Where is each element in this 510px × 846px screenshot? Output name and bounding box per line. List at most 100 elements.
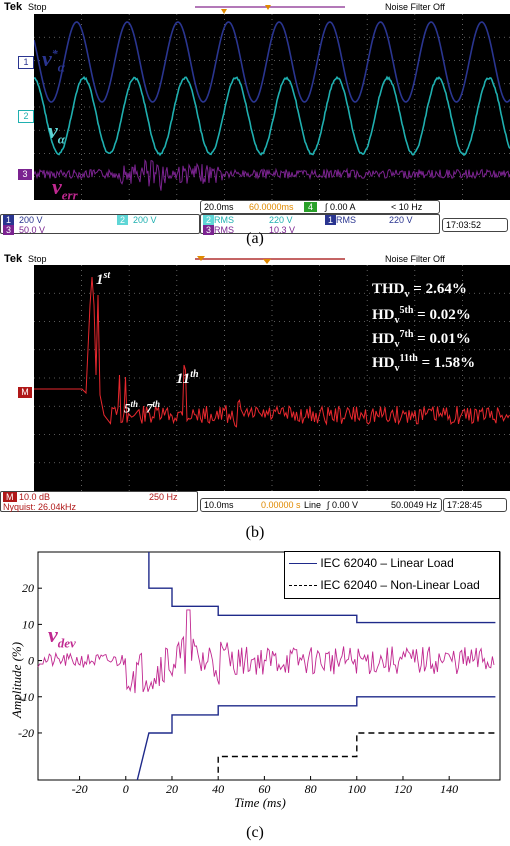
caption-a: (a) [246, 230, 264, 247]
scope-a-timebase: 20.0ms [204, 202, 234, 212]
scope-b-spectrum [34, 265, 510, 491]
scope-a-waveforms [34, 14, 510, 200]
scope-a-timebase-box: 20.0ms 60.0000ms 4 ∫ 0.00 A < 10 Hz [200, 200, 440, 214]
meas1-value: 220 V [269, 215, 293, 225]
label-v-alpha-star: v*α [42, 46, 65, 75]
math-marker: M [18, 387, 32, 398]
nyquist: Nyquist: 26.04kHz [3, 502, 77, 512]
label-v-err: verr [52, 174, 78, 203]
hd5-readout: HDv5th = 0.02% [372, 305, 471, 326]
scope-a-time: 17:03:52 [446, 220, 482, 230]
scope-panel-b: Tek Stop Noise Filter Off 1st 5th 7th 11… [0, 252, 510, 512]
legend-item-nonlinear: IEC 62040 – Non-Linear Load [289, 578, 480, 592]
x-tick-label: 40 [212, 782, 224, 796]
scope-b-trigger-src: Line [304, 500, 322, 510]
limit-line-linear-0 [148, 552, 496, 624]
meas2-label: RMS [336, 215, 356, 225]
legend-solid-swatch [289, 563, 317, 565]
meas1-tag: 2 [203, 215, 215, 225]
m-scale: 10.0 dB [19, 492, 51, 502]
meas3-value: 10.3 V [269, 225, 296, 235]
scope-b-noise-filter: Noise Filter Off [385, 254, 445, 264]
scope-a-state: Stop [28, 2, 47, 12]
scope-a-display: v*α vα verr [34, 14, 510, 203]
caption-c: (c) [246, 824, 264, 841]
meas3-tag: 3 [203, 225, 215, 235]
y-tick-label: -20 [18, 726, 34, 740]
meas1-label: RMS [214, 215, 234, 225]
x-tick-label: 80 [305, 782, 317, 796]
ch1-marker: 1 [18, 56, 34, 69]
x-tick-label: 60 [258, 782, 270, 796]
scope-b-clock-box: 17:28:45 [443, 498, 507, 512]
scope-a-measure-box: 2 RMS 220 V 1 RMS 220 V 3 RMS 10.3 V [200, 214, 440, 235]
scope-a-trigger-ch: 4 [304, 202, 318, 212]
hd7-readout: HDv7th = 0.01% [372, 329, 471, 350]
chart-panel-c: -20 0 20 40 60 80 100 120 140 20 10 0 -10 -20 Amplitu… [0, 544, 510, 824]
y-tick-label: 10 [22, 617, 34, 631]
scope-a-freq: < 10 Hz [391, 202, 423, 212]
x-tick-label: -20 [72, 782, 88, 796]
scope-a-record-indicator [195, 5, 345, 14]
scope-b-timebase: 10.0ms [204, 500, 234, 510]
xlabel: Time (ms) [234, 795, 286, 810]
caption-b: (b) [245, 524, 265, 541]
scope-b-top-bar: Tek Stop Noise Filter Off [0, 252, 510, 266]
scope-a-channel-box: 1 200 V 2 200 V 3 50.0 V [0, 214, 200, 235]
scope-b-brand: Tek [4, 253, 23, 265]
scope-a-clock-box: 17:03:52 [442, 218, 508, 232]
y-tick-label: -10 [18, 690, 34, 704]
limit-line-nonlinear-2 [217, 732, 496, 773]
ch3-tag: 3 [3, 225, 15, 235]
limit-line-linear-1 [136, 696, 496, 781]
y-tick-label: 0 [28, 654, 34, 668]
meas2-tag: 1 [325, 215, 337, 225]
legend-dashed-swatch [289, 585, 317, 587]
x-tick-label: 120 [394, 782, 412, 796]
scope-b-state: Stop [28, 254, 47, 264]
legend-item-linear: IEC 62040 – Linear Load [289, 556, 454, 570]
scope-b-timebase-box: 10.0ms 0.00000 s Line ∫ 0.00 V 50.0049 H… [200, 498, 442, 512]
v-dev-trace [37, 609, 495, 694]
scope-panel-a: Tek Stop Noise Filter Off v*α vα verr 1 … [0, 0, 510, 235]
scope-b-trigger-pos: 0.00000 s [261, 500, 301, 510]
trace-v-alpha-star [34, 21, 510, 103]
ch2-scale: 200 V [133, 215, 157, 225]
x-tick-label: 0 [123, 782, 129, 796]
x-tick-label: 100 [348, 782, 366, 796]
ann-1st: 1st [96, 270, 111, 288]
m-tag: M [3, 492, 17, 502]
meas2-value: 220 V [389, 215, 413, 225]
meas3-label: RMS [214, 225, 234, 235]
scope-a-noise-filter: Noise Filter Off [385, 2, 445, 12]
spectrum-trace [34, 276, 510, 428]
ann-11th: 11th [176, 369, 199, 387]
ch1-scale: 200 V [19, 215, 43, 225]
ann-7th: 7th [146, 399, 161, 416]
scope-b-math-box: M 10.0 dB 250 Hz Nyquist: 26.04kHz [0, 491, 198, 512]
scope-b-record-indicator [195, 256, 345, 264]
thd-readout: THDv = 2.64% [372, 281, 467, 300]
ylabel: Amplitude (%) [9, 641, 24, 719]
ch3-scale: 50.0 V [19, 225, 46, 235]
scope-b-time: 17:28:45 [447, 500, 483, 510]
trace-v-alpha [34, 75, 510, 157]
ch2-marker: 2 [18, 110, 34, 123]
ch2-tag: 2 [117, 215, 129, 225]
trace-label-v-dev: vdev [48, 622, 76, 651]
ch3-marker: 3 [18, 169, 32, 180]
x-tick-label: 20 [166, 782, 178, 796]
scope-a-top-bar: Tek Stop Noise Filter Off [0, 0, 510, 14]
ch1-tag: 1 [3, 215, 15, 225]
scope-b-display: 1st 5th 7th 11th THDv = 2.64% HDv5th = 0… [34, 265, 510, 491]
x-tick-label: 140 [440, 782, 458, 796]
y-tick-label: 20 [22, 581, 34, 595]
ann-5th: 5th [124, 399, 139, 416]
m-span: 250 Hz [149, 492, 178, 502]
legend: IEC 62040 – Linear Load IEC 62040 – Non-… [284, 551, 500, 599]
scope-a-trigger-level: ∫ 0.00 A [325, 202, 356, 212]
hd11-readout: HDv11th = 1.58% [372, 353, 476, 374]
scope-b-freq: 50.0049 Hz [391, 500, 438, 510]
trace-v-err [34, 158, 510, 191]
scope-a-trigger-pos: 60.0000ms [249, 202, 294, 212]
